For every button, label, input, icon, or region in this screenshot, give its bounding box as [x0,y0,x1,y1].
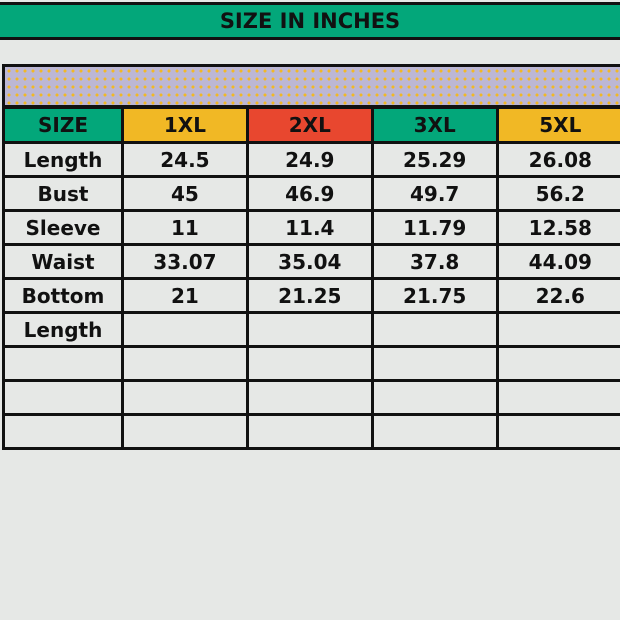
row-label [2,413,124,450]
value-cell: 21.25 [245,277,374,314]
value-cell: 33.07 [121,243,249,280]
value-cell [495,379,620,416]
value-cell [121,379,249,416]
value-cell: 49.7 [370,175,499,212]
value-cell [370,413,499,450]
value-cell: 21.75 [370,277,499,314]
value-cell: 25.29 [370,141,499,178]
value-cell: 35.04 [245,243,374,280]
value-cell [245,413,374,450]
value-cell [121,311,249,348]
value-cell: 11 [121,209,249,246]
value-cell: 46.9 [245,175,374,212]
row-label: Bottom [2,277,124,314]
value-cell: 45 [121,175,249,212]
table-row: Length [2,311,620,348]
table-row: Bottom 21 21.25 21.75 22.6 [2,277,620,314]
value-cell [245,379,374,416]
value-cell: 24.9 [245,141,374,178]
table-row: Sleeve 11 11.4 11.79 12.58 [2,209,620,246]
value-cell: 11.79 [370,209,499,246]
table-row: Length 24.5 24.9 25.29 26.08 [2,141,620,178]
row-label: Waist [2,243,124,280]
value-cell: 24.5 [121,141,249,178]
row-label: Bust [2,175,124,212]
table-row [2,413,620,450]
value-cell: 12.58 [495,209,620,246]
value-cell: 44.09 [495,243,620,280]
table-row [2,345,620,382]
value-cell [495,311,620,348]
value-cell [245,311,374,348]
table-row: Waist 33.07 35.04 37.8 44.09 [2,243,620,280]
value-cell: 37.8 [370,243,499,280]
value-cell [370,311,499,348]
header-cell: 1XL [121,106,249,144]
value-cell [370,345,499,382]
value-cell [121,413,249,450]
value-cell: 22.6 [495,277,620,314]
value-cell: 26.08 [495,141,620,178]
row-label [2,379,124,416]
header-cell: SIZE [2,106,124,144]
value-cell [245,345,374,382]
row-label [2,345,124,382]
value-cell [121,345,249,382]
page-title: SIZE IN INCHES [0,2,620,40]
value-cell: 11.4 [245,209,374,246]
table-row: Bust 45 46.9 49.7 56.2 [2,175,620,212]
header-row: SIZE 1XL 2XL 3XL 5XL [2,106,620,144]
header-cell: 2XL [245,106,374,144]
value-cell [370,379,499,416]
table-row [2,379,620,416]
header-cell: 5XL [495,106,620,144]
value-cell: 56.2 [495,175,620,212]
row-label: Length [2,311,124,348]
size-chart-table: SIZE 1XL 2XL 3XL 5XL Length 24.5 24.9 25.29 26.08… [2,106,620,450]
value-cell: 21 [121,277,249,314]
row-label: Sleeve [2,209,124,246]
dotted-banner [2,64,620,108]
header-cell: 3XL [370,106,499,144]
row-label: Length [2,141,124,178]
value-cell [495,345,620,382]
value-cell [495,413,620,450]
